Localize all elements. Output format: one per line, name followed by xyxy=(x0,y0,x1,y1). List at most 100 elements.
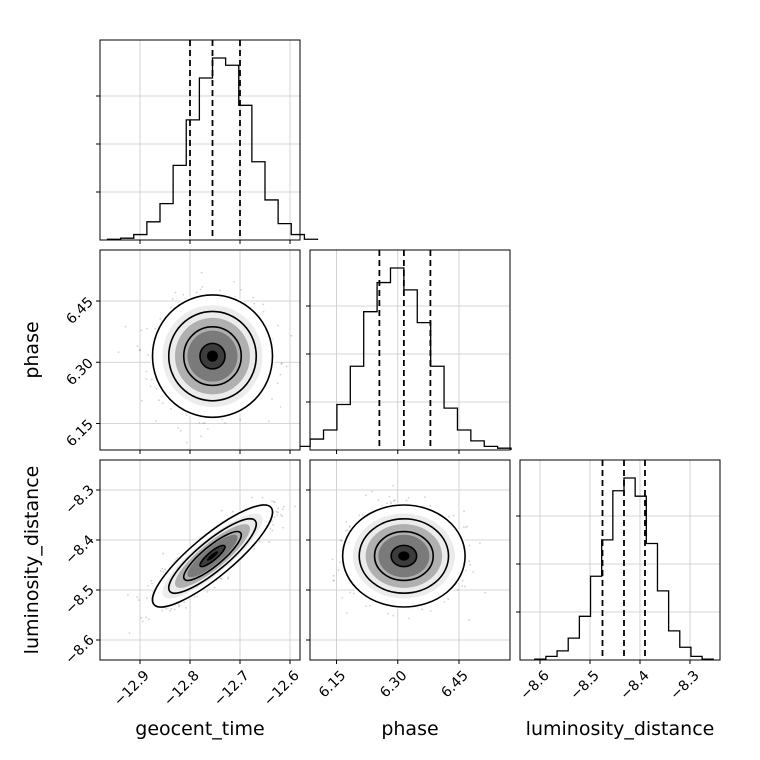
scatter-point xyxy=(201,286,204,288)
x-axis-label-luminosity-distance: luminosity_distance xyxy=(526,718,715,740)
scatter-point xyxy=(227,576,230,579)
scatter-point xyxy=(251,496,254,499)
scatter-point xyxy=(193,596,196,598)
scatter-point xyxy=(280,363,283,365)
y-axis-label-phase: phase xyxy=(21,321,43,378)
panel-frame xyxy=(99,249,301,451)
scatter-point xyxy=(386,612,389,615)
x-tick-label: −12.9 xyxy=(111,668,153,710)
scatter-point xyxy=(173,608,176,611)
scatter-point xyxy=(456,589,459,591)
scatter-point xyxy=(468,619,471,622)
contour-line xyxy=(151,294,274,419)
scatter-point xyxy=(145,616,148,619)
panel-frame xyxy=(519,459,721,661)
scatter-point xyxy=(389,501,392,503)
scatter-point xyxy=(164,568,166,571)
scatter-point xyxy=(340,539,343,542)
scatter-point xyxy=(365,494,367,497)
scatter-point xyxy=(147,585,149,587)
scatter-point xyxy=(200,435,203,438)
scatter-point xyxy=(368,604,371,607)
scatter-point xyxy=(146,327,148,330)
scatter-point xyxy=(348,525,351,528)
scatter-point xyxy=(271,500,273,503)
scatter-point xyxy=(253,302,256,305)
scatter-point xyxy=(199,288,202,291)
scatter-point xyxy=(443,601,446,603)
scatter-point xyxy=(171,298,174,300)
scatter-point xyxy=(273,516,276,519)
scatter-point xyxy=(358,514,361,517)
scatter-point xyxy=(274,501,276,504)
scatter-point xyxy=(147,618,150,621)
scatter-point xyxy=(195,291,198,294)
contour-line xyxy=(182,530,243,582)
scatter-point xyxy=(276,382,279,385)
panels-layer: 6.156.306.45−8.6−8.5−8.4−8.3−12.9 −12.8 −1… xyxy=(62,39,721,710)
scatter-point xyxy=(277,511,279,514)
scatter-point xyxy=(276,510,278,513)
scatter-point xyxy=(271,529,274,532)
panel-frame xyxy=(99,459,301,661)
contour-line xyxy=(151,504,274,608)
scatter-point xyxy=(267,420,270,423)
contour-line xyxy=(199,544,226,568)
density-fill-peak xyxy=(398,551,410,561)
scatter-point xyxy=(139,349,142,351)
hist-panel-phase xyxy=(296,249,512,454)
scatter-point xyxy=(127,594,129,596)
labels-layer: geocent_time phase luminosity_distance p… xyxy=(21,321,714,740)
scatter-point xyxy=(146,597,149,599)
scatter-point xyxy=(353,592,355,595)
scatter-point xyxy=(258,540,261,543)
scatter-point xyxy=(290,334,293,337)
scatter-point xyxy=(285,365,288,368)
scatter-point xyxy=(282,526,285,529)
y-axis-label-luminosity-distance: luminosity_distance xyxy=(21,466,43,655)
scatter-point xyxy=(220,578,223,580)
scatter-point xyxy=(124,325,127,328)
density-fill-peak xyxy=(207,551,219,561)
scatter-point xyxy=(277,324,279,327)
scatter-point xyxy=(371,490,373,493)
scatter-point xyxy=(200,271,203,274)
scatter-point xyxy=(277,507,280,510)
density-panel-luminosity-distance-vs-geocent-time xyxy=(96,459,301,664)
scatter-point xyxy=(332,574,335,577)
y-tick-label: 6.15 xyxy=(63,417,96,450)
scatter-point xyxy=(276,514,278,517)
scatter-point xyxy=(262,310,265,313)
scatter-point xyxy=(179,430,182,432)
contour-line xyxy=(358,518,450,594)
y-tick-label: −8.4 xyxy=(62,532,97,567)
scatter-point xyxy=(227,577,229,580)
scatter-point xyxy=(468,544,471,547)
scatter-point xyxy=(484,591,487,594)
panel-frame xyxy=(309,459,511,661)
scatter-point xyxy=(158,399,160,402)
scatter-point xyxy=(472,571,475,573)
scatter-point xyxy=(294,505,296,508)
scatter-point xyxy=(421,608,423,611)
scatter-point xyxy=(240,289,243,291)
scatter-point xyxy=(512,575,514,577)
x-tick-label: −8.5 xyxy=(567,668,602,703)
y-tick-label: −8.6 xyxy=(62,632,97,667)
scatter-point xyxy=(206,428,209,430)
scatter-point xyxy=(185,414,188,416)
y-tick-label: −8.3 xyxy=(62,482,97,517)
scatter-point xyxy=(332,580,335,582)
scatter-point xyxy=(461,579,464,582)
scatter-point xyxy=(452,514,455,517)
contour-line xyxy=(373,530,435,582)
density-panel-luminosity-distance-vs-phase xyxy=(306,459,514,664)
panel-frame xyxy=(309,249,511,451)
scatter-point xyxy=(149,385,152,388)
scatter-point xyxy=(150,378,153,381)
histogram-step xyxy=(296,267,512,450)
contour-line xyxy=(199,342,226,370)
scatter-point xyxy=(162,570,165,573)
scatter-point xyxy=(281,362,283,365)
